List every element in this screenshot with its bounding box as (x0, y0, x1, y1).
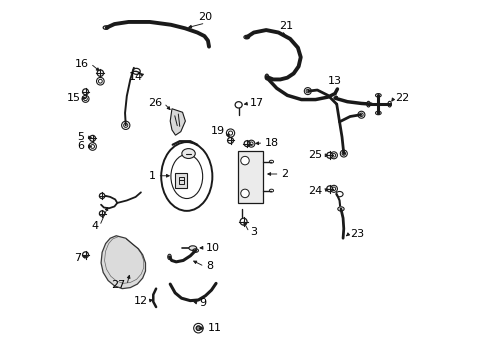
Bar (238, 151, 263, 203)
Text: 16: 16 (75, 59, 89, 68)
Text: 10: 10 (206, 243, 220, 253)
Text: 12: 12 (133, 296, 147, 306)
Polygon shape (101, 236, 146, 289)
Text: 2: 2 (281, 169, 288, 179)
Text: 20: 20 (198, 12, 213, 22)
Text: 19: 19 (211, 126, 225, 136)
Text: 25: 25 (309, 150, 322, 160)
Text: 4: 4 (91, 221, 98, 231)
Text: 8: 8 (206, 261, 213, 271)
Text: 21: 21 (280, 21, 294, 31)
Ellipse shape (189, 246, 196, 251)
Circle shape (196, 326, 200, 330)
Text: 14: 14 (129, 72, 143, 82)
Text: 26: 26 (148, 98, 163, 108)
Text: 13: 13 (328, 76, 343, 86)
Ellipse shape (182, 149, 195, 158)
Text: 23: 23 (350, 229, 365, 239)
Bar (179, 180, 184, 184)
Text: 15: 15 (67, 93, 80, 103)
Bar (179, 177, 184, 180)
Text: 7: 7 (74, 253, 81, 262)
Text: 24: 24 (308, 186, 322, 195)
Text: 17: 17 (250, 98, 264, 108)
Text: 1: 1 (149, 171, 156, 181)
Text: 6: 6 (77, 141, 84, 152)
Text: 11: 11 (208, 323, 221, 333)
Circle shape (241, 156, 249, 165)
Text: 3: 3 (251, 227, 258, 237)
Circle shape (241, 189, 249, 198)
Text: 9: 9 (199, 298, 206, 308)
Polygon shape (170, 109, 185, 135)
Text: 18: 18 (265, 138, 279, 148)
Text: 27: 27 (111, 280, 125, 290)
Bar (175, 173, 188, 188)
Text: 5: 5 (77, 132, 84, 142)
Text: 22: 22 (395, 93, 410, 103)
